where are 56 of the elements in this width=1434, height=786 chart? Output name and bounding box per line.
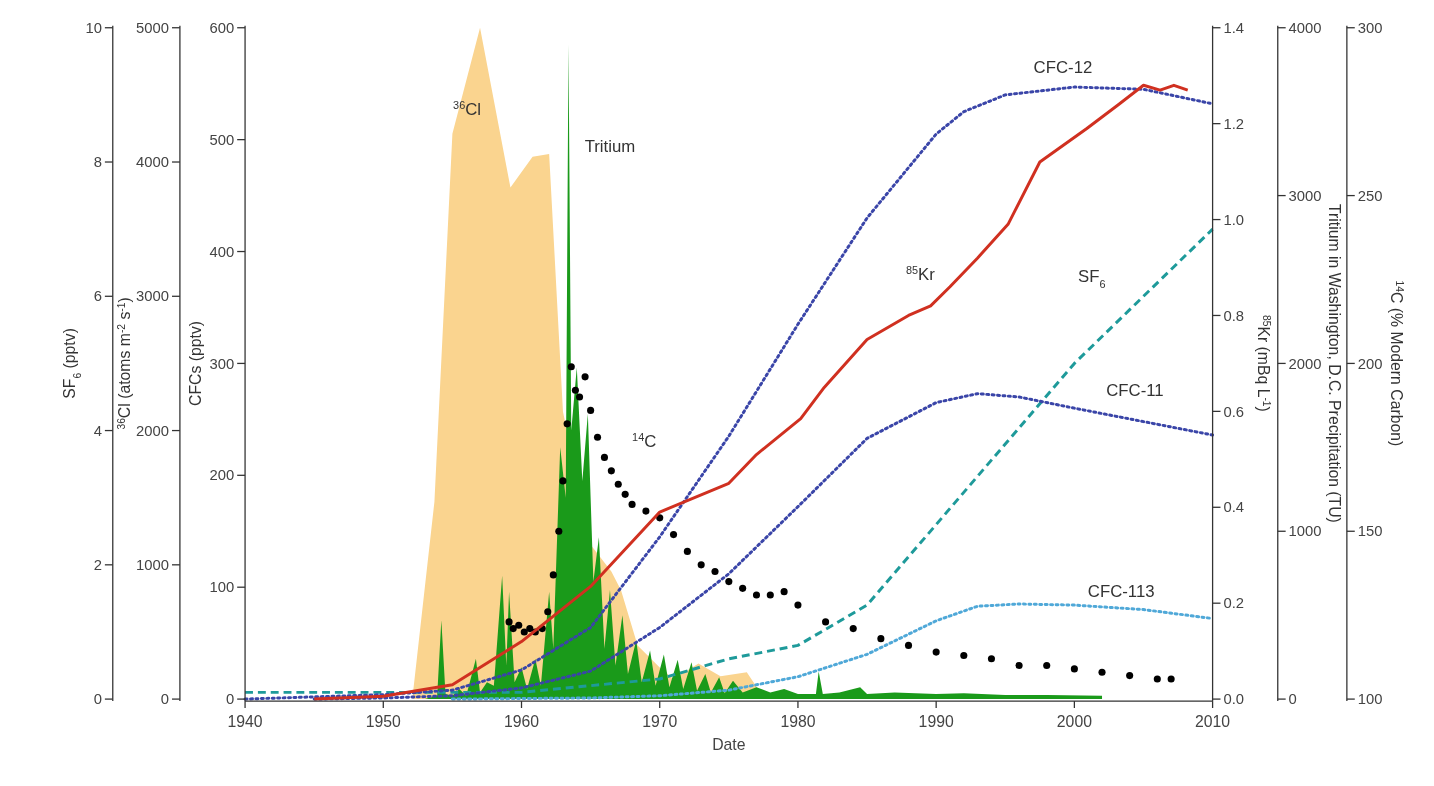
y-tick-label: 1000 (136, 557, 170, 574)
y2-tick-label: 0.6 (1223, 403, 1245, 420)
y-tick-label: 0 (160, 691, 170, 708)
series-label: CFC-113 (1087, 582, 1155, 602)
y-tick-label: 6 (93, 288, 102, 305)
y-axis-title: CFCs (pptv) (187, 320, 205, 406)
x-axis-title: Date (712, 736, 746, 754)
y-tick-label: 300 (209, 355, 235, 372)
y-tick-label: 5000 (136, 19, 170, 36)
series-label: $^{85}$Kr (905, 263, 936, 284)
y2-tick-label: 0.2 (1223, 595, 1245, 612)
y2-tick-label: 1.4 (1223, 19, 1245, 36)
y2-tick-label: 1.2 (1223, 115, 1245, 132)
y2-tick-label: 150 (1357, 523, 1383, 540)
y-tick-label: 2000 (136, 422, 170, 439)
series-label: Tritium (584, 137, 636, 157)
y-tick-label: 10 (85, 19, 102, 36)
x-tick-label: 1970 (642, 712, 678, 730)
y2-tick-label: 4000 (1288, 19, 1322, 36)
x-tick-label: 2010 (1195, 712, 1231, 730)
y-tick-label: 100 (209, 579, 235, 596)
y2-axis-title: Tritium in Washington, D.C. Precipitation (TU) (1326, 203, 1344, 523)
y2-tick-label: 100 (1357, 691, 1383, 708)
y-tick-label: 4 (93, 422, 102, 439)
series-label: CFC-12 (1033, 58, 1093, 78)
y-tick-label: 0 (93, 691, 102, 708)
x-tick-label: 1950 (365, 712, 402, 730)
y2-tick-label: 200 (1357, 355, 1383, 372)
series-label: $^{36}$Cl (453, 98, 482, 119)
y2-tick-label: 0.0 (1223, 691, 1245, 708)
y-tick-label: 200 (209, 467, 235, 484)
y2-tick-label: 0 (1288, 691, 1297, 708)
y-tick-label: 4000 (136, 154, 170, 171)
y2-tick-label: 2000 (1288, 355, 1322, 372)
series-label: SF$_{6}$ (1078, 267, 1106, 291)
y-tick-label: 400 (209, 243, 235, 260)
y2-tick-label: 250 (1357, 187, 1383, 204)
y2-tick-label: 0.8 (1223, 307, 1245, 324)
y-tick-label: 600 (209, 19, 235, 36)
y-tick-label: 500 (209, 131, 235, 148)
series-label: CFC-11 (1106, 381, 1164, 400)
x-tick-label: 1940 (227, 712, 263, 730)
x-tick-label: 1960 (503, 712, 540, 730)
y2-tick-label: 1.0 (1223, 211, 1245, 228)
x-tick-label: 1980 (780, 712, 816, 730)
y2-tick-label: 1000 (1288, 523, 1322, 540)
y-tick-label: 2 (93, 557, 102, 574)
y-tick-label: 3000 (136, 288, 170, 305)
series-label: $^{14}$C (632, 431, 657, 452)
y2-tick-label: 3000 (1288, 187, 1322, 204)
y-tick-label: 0 (225, 691, 235, 708)
y2-tick-label: 300 (1357, 19, 1383, 36)
y2-tick-label: 0.4 (1223, 499, 1245, 516)
x-tick-label: 2000 (1056, 712, 1093, 730)
x-tick-label: 1990 (918, 712, 954, 730)
y-tick-label: 8 (93, 154, 102, 171)
